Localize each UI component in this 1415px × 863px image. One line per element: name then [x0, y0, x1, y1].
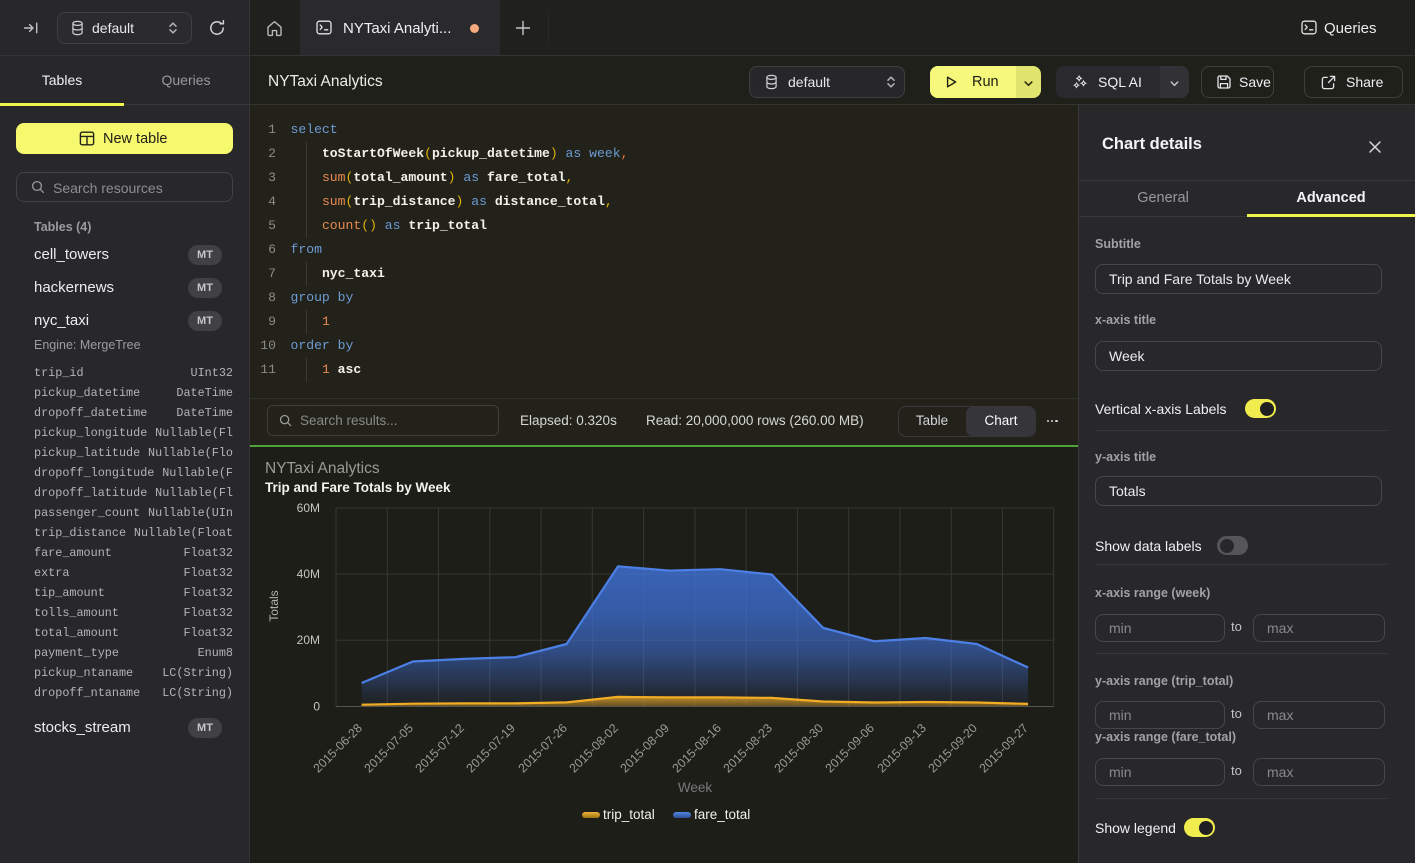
svg-text:0: 0	[313, 700, 320, 714]
svg-text:20M: 20M	[297, 633, 320, 647]
svg-text:40M: 40M	[297, 567, 320, 581]
svg-text:60M: 60M	[297, 501, 320, 515]
svg-text:Totals: Totals	[267, 590, 281, 621]
